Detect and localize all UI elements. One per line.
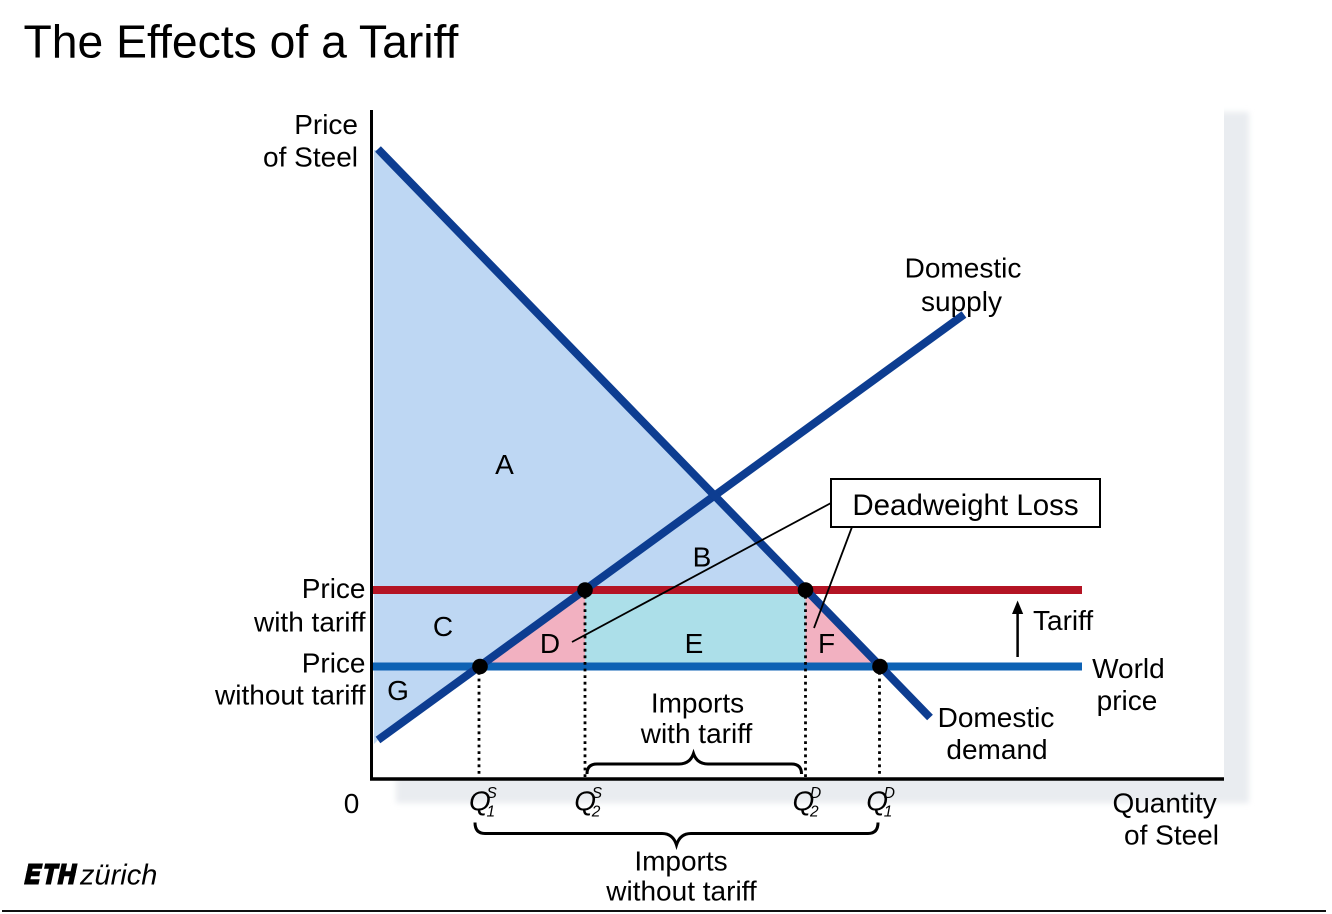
svg-text:Q: Q <box>469 786 491 817</box>
svg-text:1: 1 <box>487 804 496 821</box>
svg-text:Imports: Imports <box>651 688 744 719</box>
svg-text:zürich: zürich <box>79 860 157 892</box>
svg-text:C: C <box>433 611 453 642</box>
svg-text:demand: demand <box>946 734 1047 765</box>
svg-text:Deadweight Loss: Deadweight Loss <box>852 489 1078 522</box>
svg-text:of Steel: of Steel <box>263 142 358 173</box>
svg-text:without tariff: without tariff <box>214 680 366 711</box>
svg-text:Domestic: Domestic <box>905 253 1022 284</box>
svg-text:Domestic: Domestic <box>938 702 1055 733</box>
svg-text:Price: Price <box>294 109 358 140</box>
svg-text:1: 1 <box>884 804 893 821</box>
svg-text:2: 2 <box>809 804 819 821</box>
svg-text:Imports: Imports <box>634 845 727 876</box>
svg-text:S: S <box>487 785 498 802</box>
svg-text:The Effects of a Tariff: The Effects of a Tariff <box>24 16 459 68</box>
svg-text:with tariff: with tariff <box>253 607 366 638</box>
svg-text:G: G <box>387 675 409 706</box>
svg-text:E: E <box>685 628 704 659</box>
svg-text:Price: Price <box>302 648 366 679</box>
svg-text:Tariff: Tariff <box>1033 605 1093 636</box>
svg-text:Price: Price <box>302 573 366 604</box>
svg-text:D: D <box>540 628 560 659</box>
svg-text:World: World <box>1092 653 1165 684</box>
svg-text:Quantity: Quantity <box>1112 788 1216 819</box>
svg-text:0: 0 <box>344 788 360 819</box>
svg-text:F: F <box>818 628 835 659</box>
svg-text:Q: Q <box>793 786 815 817</box>
svg-text:price: price <box>1097 685 1158 716</box>
svg-text:D: D <box>810 785 821 802</box>
svg-text:Q: Q <box>574 786 596 817</box>
svg-text:D: D <box>884 785 895 802</box>
svg-text:of Steel: of Steel <box>1124 819 1219 850</box>
svg-text:with tariff: with tariff <box>640 718 753 749</box>
svg-text:supply: supply <box>921 286 1002 317</box>
svg-text:A: A <box>495 449 514 480</box>
svg-text:2: 2 <box>591 804 601 821</box>
svg-text:Q: Q <box>866 786 888 817</box>
svg-text:S: S <box>592 785 603 802</box>
svg-text:without tariff: without tariff <box>605 876 757 907</box>
svg-text:B: B <box>693 542 712 573</box>
